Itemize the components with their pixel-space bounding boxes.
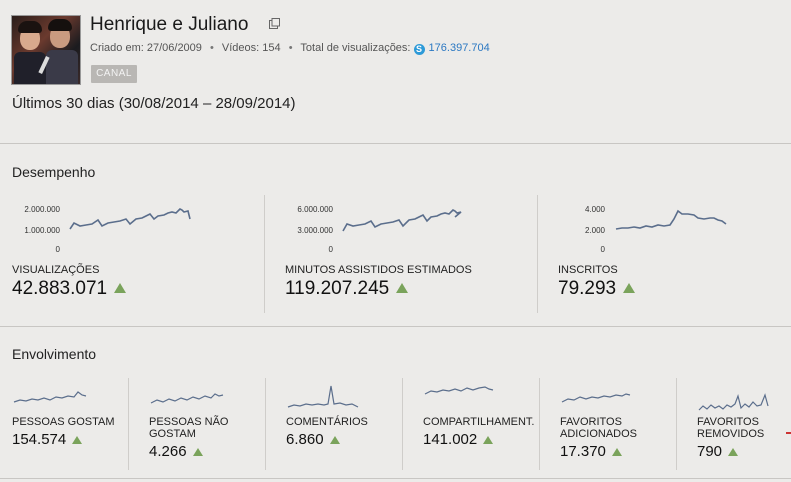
- likes-sparkline: [13, 391, 87, 403]
- trend-up-icon: [114, 283, 127, 293]
- created-label: Criado em:: [90, 42, 144, 54]
- trend-up-icon: [72, 436, 83, 444]
- metric-favorites-removed[interactable]: FAVORITOS REMOVIDOS 790: [697, 378, 787, 464]
- created-date: 27/06/2009: [146, 42, 202, 54]
- sparkline-favorites-removed: [698, 393, 769, 411]
- subscribers-sparkline: 4.000 2.000 0: [585, 205, 727, 254]
- tick-label: 0: [56, 245, 61, 254]
- dislikes-value: 4.266: [149, 443, 203, 460]
- sparkline-comments: [287, 385, 359, 408]
- trend-up-icon: [728, 448, 739, 456]
- metric-comments[interactable]: COMENTÁRIOS 6.860: [286, 378, 398, 464]
- views-value: 42.883.071: [12, 278, 127, 300]
- favorites-added-value: 17.370: [560, 443, 622, 460]
- subscribers-value: 79.293: [558, 278, 636, 300]
- metric-subscribers[interactable]: 4.000 2.000 0 INSCRITOS 79.293: [558, 195, 788, 305]
- favorites-removed-label: FAVORITOS: [697, 416, 759, 428]
- scroll-marker: [786, 432, 791, 434]
- videos-count: 154: [262, 42, 281, 54]
- trend-up-icon: [192, 448, 203, 456]
- dislikes-label-line2: GOSTAM: [149, 428, 196, 440]
- views-label: Total de visualizações:: [300, 42, 411, 54]
- views-label: VISUALIZAÇÕES: [12, 264, 100, 276]
- sparkline-shares: [424, 386, 494, 395]
- tick-label: 1.000.000: [24, 226, 60, 235]
- likes-value: 154.574: [12, 431, 83, 448]
- comments-label: COMENTÁRIOS: [286, 416, 368, 428]
- favorites-removed-label-line2: REMOVIDOS: [697, 428, 765, 440]
- metric-likes[interactable]: PESSOAS GOSTAM 154.574: [12, 378, 134, 464]
- tick-label: 3.000.000: [297, 226, 333, 235]
- divider: [537, 195, 538, 313]
- favorites-added-label-line2: ADICIONADOS: [560, 428, 638, 440]
- divider: [128, 378, 129, 470]
- watch-time-sparkline: 6.000.000 3.000.000 0: [297, 205, 462, 254]
- divider: [265, 378, 266, 470]
- views-sparkline: 2.000.000 1.000.000 0: [24, 205, 191, 254]
- shares-label: COMPARTILHAMENT.: [423, 416, 535, 428]
- performance-title: Desempenho: [12, 164, 96, 180]
- likes-label: PESSOAS GOSTAM: [12, 416, 115, 428]
- favorites-removed-sparkline: [698, 393, 769, 411]
- channel-title[interactable]: Henrique e Juliano: [90, 14, 249, 35]
- trend-up-icon: [483, 436, 494, 444]
- total-views[interactable]: 176.397.704: [428, 42, 490, 54]
- sparkline-watch-time: [342, 209, 462, 232]
- metric-dislikes[interactable]: PESSOAS NÃO GOSTAM 4.266: [149, 378, 261, 464]
- comments-value: 6.860: [286, 431, 340, 448]
- channel-meta: Criado em: 27/06/2009 • Vídeos: 154 • To…: [90, 42, 490, 55]
- favorites-added-sparkline: [561, 393, 631, 403]
- divider: [264, 195, 265, 313]
- shares-sparkline: [424, 386, 494, 395]
- trend-up-icon: [611, 448, 622, 456]
- tick-label: 2.000: [585, 226, 606, 235]
- external-link-icon[interactable]: [269, 18, 280, 29]
- subscribers-label: INSCRITOS: [558, 264, 618, 276]
- tick-label: 0: [329, 245, 334, 254]
- engagement-title: Envolvimento: [12, 346, 97, 362]
- comments-sparkline: [287, 385, 359, 408]
- trend-up-icon: [623, 283, 636, 293]
- date-range: Últimos 30 dias (30/08/2014 – 28/09/2014…: [12, 95, 296, 112]
- divider: [0, 478, 791, 479]
- channel-header: Henrique e Juliano Criado em: 27/06/2009…: [0, 0, 791, 142]
- channel-avatar[interactable]: [11, 15, 81, 85]
- sparkline-favorites-added: [561, 393, 631, 403]
- watch-time-value: 119.207.245: [285, 278, 409, 300]
- trend-up-icon: [329, 436, 340, 444]
- favorites-added-label: FAVORITOS: [560, 416, 622, 428]
- watch-time-label: MINUTOS ASSISTIDOS ESTIMADOS: [285, 264, 472, 276]
- metric-watch-time[interactable]: 6.000.000 3.000.000 0 MINUTOS ASSISTIDOS…: [285, 195, 535, 305]
- skype-icon: S: [413, 44, 425, 55]
- divider: [676, 378, 677, 470]
- metric-views[interactable]: 2.000.000 1.000.000 0 VISUALIZAÇÕES 42.8…: [12, 195, 262, 305]
- metric-favorites-added[interactable]: FAVORITOS ADICIONADOS 17.370: [560, 378, 672, 464]
- sparkline-likes: [13, 391, 87, 403]
- channel-button[interactable]: CANAL: [91, 65, 137, 83]
- divider: [539, 378, 540, 470]
- shares-value: 141.002: [423, 431, 494, 448]
- divider: [0, 326, 791, 327]
- tick-label: 0: [601, 245, 606, 254]
- trend-up-icon: [396, 283, 409, 293]
- divider: [0, 143, 791, 144]
- sparkline-subscribers: [615, 209, 727, 230]
- divider: [402, 378, 403, 470]
- videos-label: Vídeos:: [221, 42, 260, 54]
- sparkline-views: [69, 208, 191, 230]
- dislikes-sparkline: [150, 393, 224, 404]
- metric-shares[interactable]: COMPARTILHAMENT. 141.002: [423, 378, 535, 464]
- favorites-removed-value: 790: [697, 443, 739, 460]
- dislikes-label: PESSOAS NÃO: [149, 416, 229, 428]
- tick-label: 6.000.000: [297, 205, 333, 214]
- tick-label: 4.000: [585, 205, 606, 214]
- sparkline-dislikes: [150, 393, 224, 404]
- tick-label: 2.000.000: [24, 205, 60, 214]
